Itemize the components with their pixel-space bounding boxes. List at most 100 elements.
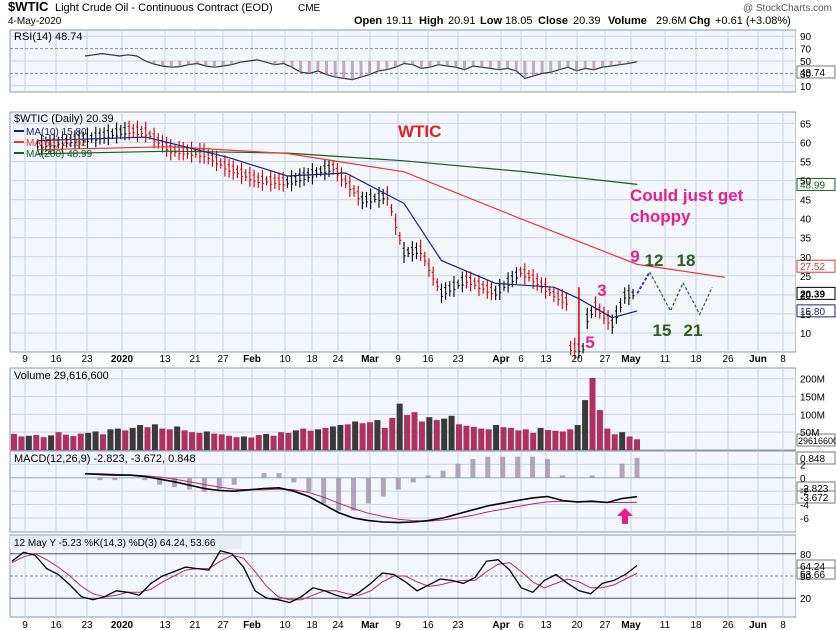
- volume-bar: [611, 434, 618, 450]
- x-tick-label: 8: [780, 354, 786, 365]
- wave-label-18: 18: [677, 251, 696, 270]
- x-tick-label: Apr: [492, 354, 509, 365]
- wave-label-5: 5: [585, 333, 594, 352]
- x-tick-label-bottom: 11: [660, 620, 671, 630]
- x-tick-label: 13: [540, 354, 552, 365]
- price-y-tick: 60: [800, 138, 812, 149]
- x-tick-label: May: [621, 354, 641, 365]
- symbol: $WTIC: [8, 0, 49, 14]
- projection-zigzag: [649, 271, 713, 316]
- annotation-note-2: choppy: [630, 207, 691, 226]
- volume-bar: [329, 426, 336, 450]
- volume-bar: [122, 430, 129, 450]
- volume-bar: [381, 427, 388, 450]
- x-tick-label-bottom: 23: [81, 620, 93, 630]
- ma50-value-box: [796, 259, 836, 273]
- x-tick-label: 24: [332, 354, 344, 365]
- vol-y-tick: 100M: [800, 410, 825, 421]
- volume-bar: [70, 436, 77, 450]
- x-tick-label-bottom: May: [621, 620, 641, 630]
- x-tick-label: 10: [279, 354, 291, 365]
- macd-value-label: -2.823: [800, 484, 829, 495]
- volume-bar: [500, 427, 507, 450]
- volume-bar: [552, 430, 559, 450]
- x-tick-label-bottom: 6: [518, 620, 524, 630]
- up-arrow-icon: [617, 508, 633, 524]
- volume-bar: [248, 437, 255, 450]
- price-y-tick: 10: [800, 329, 812, 340]
- ma50-value-label: 27.52: [800, 262, 825, 273]
- x-tick-label-bottom: 21: [189, 620, 201, 630]
- volume-bar: [545, 430, 551, 450]
- volume-bar: [151, 424, 158, 450]
- annotation-note-1: Could just get: [630, 186, 744, 205]
- x-tick-label: 18: [306, 354, 318, 365]
- volume-bar: [85, 432, 92, 450]
- x-tick-label-bottom: 27: [217, 620, 229, 630]
- rsi-y-tick: 10: [800, 82, 812, 93]
- volume-bar: [100, 434, 106, 450]
- rsi-value-box: [796, 65, 836, 79]
- ma10-value-box: [796, 304, 836, 318]
- volume-bar: [189, 432, 195, 450]
- x-tick-label-bottom: 16: [50, 620, 62, 630]
- ohlc-chg_label: Chg: [689, 15, 710, 27]
- x-tick-label: Feb: [243, 354, 261, 365]
- x-tick-label: 11: [660, 354, 671, 365]
- x-tick-label: 16: [50, 354, 62, 365]
- volume-bar: [374, 420, 381, 450]
- volume-bar: [300, 428, 307, 450]
- vol-y-tick: 150M: [800, 393, 825, 404]
- rsi-y-tick: 30: [800, 69, 812, 80]
- x-tick-label-bottom: 24: [332, 620, 344, 630]
- volume-bar: [11, 433, 17, 450]
- macd-y-tick: 2: [800, 460, 806, 471]
- volume-bar: [322, 427, 329, 450]
- volume-bar: [25, 435, 32, 450]
- x-tick-label: 2020: [111, 354, 134, 365]
- volume-bar: [240, 436, 247, 450]
- ohlc-high_label: High: [419, 15, 444, 27]
- price-y-tick: 40: [800, 215, 812, 226]
- volume-bar: [433, 420, 440, 450]
- rsi-y-tick: 90: [800, 32, 812, 43]
- ma200-line: [37, 150, 638, 185]
- volume-bar: [522, 429, 529, 450]
- x-tick-label-bottom: 20: [571, 620, 583, 630]
- x-tick-label: 26: [722, 354, 734, 365]
- volume-bar: [485, 429, 492, 450]
- volume-bar: [537, 427, 544, 450]
- macd-y-tick: 0: [800, 474, 806, 485]
- rsi-legend: RSI(14) 48.74: [14, 31, 82, 43]
- x-tick-label-bottom: 2020: [111, 620, 134, 630]
- volume-value-box: [796, 433, 836, 447]
- ma10-line: [37, 136, 638, 319]
- volume-bar: [441, 418, 448, 450]
- stoch-y-tick: 50: [800, 572, 812, 583]
- wave-label-21: 21: [684, 321, 703, 340]
- volume-bar: [337, 425, 344, 450]
- volume-bar: [166, 429, 173, 450]
- volume-bar: [315, 429, 322, 450]
- stoch-y-tick: 80: [800, 550, 812, 561]
- price-y-tick: 45: [800, 196, 812, 207]
- stoch-value-box: [796, 567, 836, 580]
- ohlc-chg: +0.61 (+3.08%): [715, 15, 791, 27]
- value-axis-bg: [796, 30, 836, 620]
- volume-bar: [344, 424, 351, 450]
- close-value-box: [796, 286, 836, 300]
- ohlc-volume_label: Volume: [608, 15, 647, 27]
- macd-value-box: [796, 490, 836, 504]
- ohlc-high: 20.91: [448, 15, 476, 27]
- price-y-tick: 20: [800, 291, 812, 302]
- x-tick-label-bottom: 10: [279, 620, 291, 630]
- volume-bar: [574, 425, 581, 450]
- x-tick-label-bottom: 18: [306, 620, 318, 630]
- volume-bar: [218, 434, 225, 450]
- x-tick-label-bottom: 16: [422, 620, 434, 630]
- volume-bar: [426, 417, 433, 450]
- x-tick-label: 23: [452, 354, 464, 365]
- vol-y-tick: 50M: [800, 428, 819, 439]
- ma10-legend: MA(10) 15.80: [26, 127, 87, 138]
- macd-y-tick: -2: [800, 487, 809, 498]
